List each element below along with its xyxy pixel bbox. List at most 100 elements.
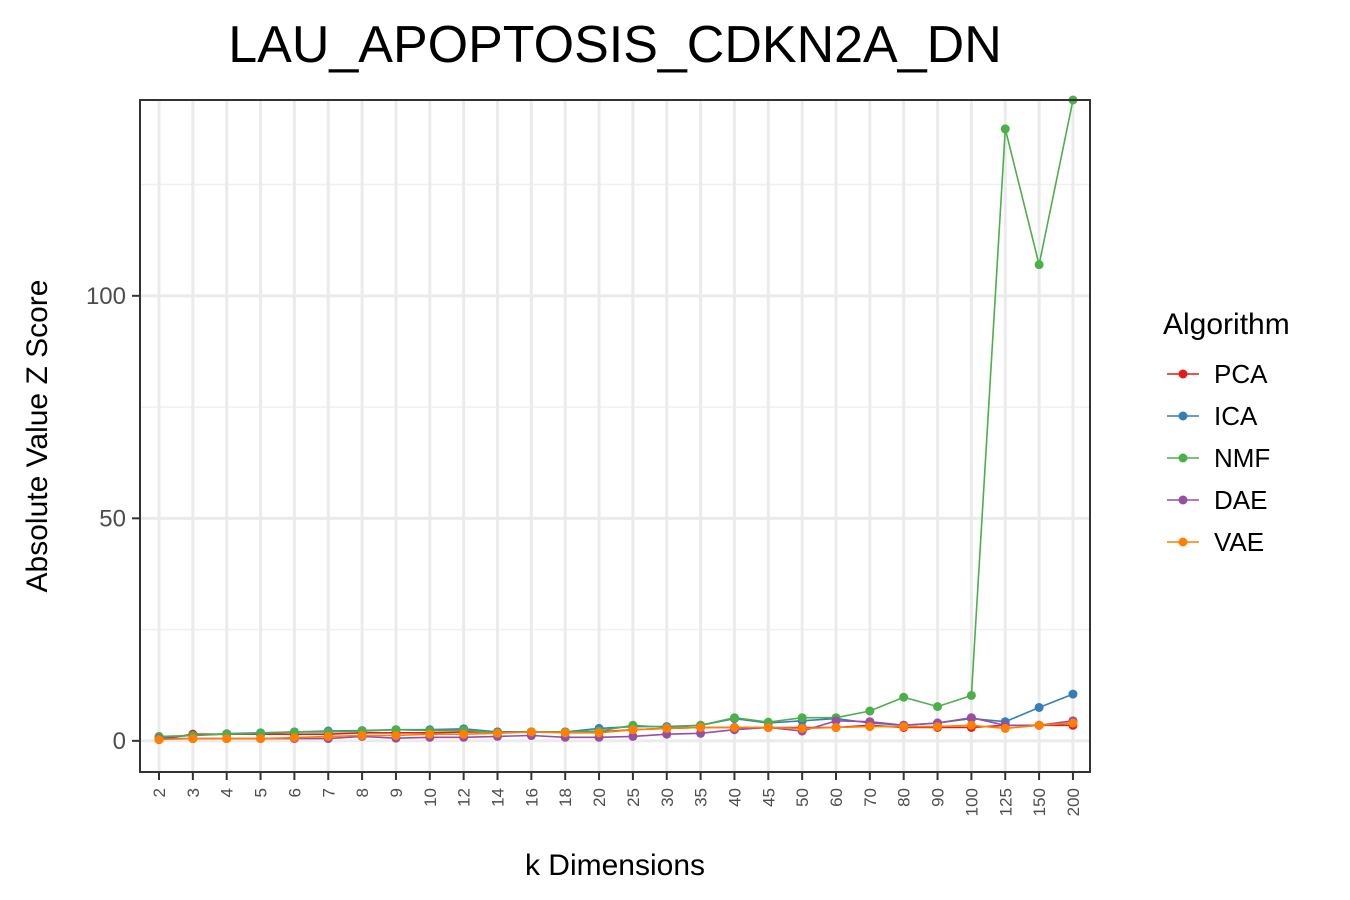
data-point — [1034, 260, 1044, 270]
data-point — [899, 722, 909, 732]
data-point — [831, 716, 841, 726]
data-point — [391, 731, 401, 741]
data-point — [256, 734, 266, 744]
x-tick-label: 125 — [996, 788, 1015, 816]
data-point — [696, 722, 706, 732]
legend-title: Algorithm — [1163, 308, 1290, 341]
data-point — [1034, 702, 1044, 712]
series-line — [158, 99, 1074, 738]
y-tick-label: 50 — [99, 505, 126, 532]
legend-key-point — [1178, 495, 1188, 505]
data-point — [899, 692, 909, 702]
legend-item-dae: DAE — [1167, 485, 1267, 515]
data-point — [493, 728, 502, 738]
x-tick-label: 5 — [252, 788, 271, 797]
x-tick-label: 45 — [759, 788, 778, 807]
data-point — [188, 734, 198, 744]
x-tick-label: 3 — [184, 788, 203, 797]
data-point — [729, 713, 739, 723]
x-tick-label: 6 — [285, 788, 304, 797]
data-point — [865, 722, 875, 732]
x-tick-label: 9 — [387, 788, 406, 797]
x-tick-label: 150 — [1030, 788, 1049, 816]
data-point — [662, 723, 672, 733]
data-point — [560, 728, 570, 738]
legend-label: PCA — [1214, 359, 1268, 389]
grid-major — [140, 100, 1090, 772]
legend-item-pca: PCA — [1167, 359, 1268, 389]
data-point — [831, 722, 841, 732]
data-point — [289, 733, 299, 743]
x-axis-title: k Dimensions — [525, 849, 705, 882]
x-tick-label: 10 — [421, 788, 440, 807]
data-point — [1068, 718, 1078, 728]
x-tick-label: 12 — [455, 788, 474, 807]
data-point — [526, 727, 536, 737]
data-point — [797, 723, 807, 733]
legend-label: DAE — [1214, 485, 1267, 515]
y-tick-label: 100 — [86, 283, 126, 310]
grid-minor — [140, 183, 1090, 631]
data-point — [763, 722, 773, 732]
legend-key-point — [1178, 453, 1188, 463]
x-tick-label: 90 — [929, 788, 948, 807]
x-tick-label: 20 — [590, 788, 609, 807]
legend-key-point — [1178, 369, 1188, 379]
x-tick-label: 18 — [556, 788, 575, 807]
x-tick-label: 2 — [150, 788, 169, 797]
data-point — [865, 706, 875, 716]
plot-background — [140, 100, 1090, 772]
data-point — [425, 729, 435, 739]
data-point — [154, 735, 164, 745]
data-point — [222, 734, 232, 744]
x-tick-label: 70 — [861, 788, 880, 807]
data-point — [966, 720, 976, 730]
legend: Algorithm PCA ICA NMF DAE VAE — [1163, 308, 1290, 557]
x-tick-label: 30 — [658, 788, 677, 807]
data-point — [459, 729, 469, 739]
y-axis-title: Absolute Value Z Score — [21, 280, 54, 593]
data-point — [323, 731, 333, 741]
x-axis: 2 3 4 5 6 7 8 9 10 12 14 16 18 20 25 30 35 40 45 50 60 70 80 90… — [150, 772, 1083, 816]
data-point — [966, 713, 976, 723]
legend-item-vae: VAE — [1167, 527, 1264, 557]
series-line — [158, 722, 1074, 741]
series-layer — [154, 95, 1078, 745]
plot-border — [139, 99, 1091, 773]
legend-label: NMF — [1214, 443, 1270, 473]
data-point — [729, 722, 739, 732]
data-point — [1000, 723, 1010, 733]
x-tick-label: 4 — [218, 788, 237, 797]
legend-key-point — [1178, 411, 1188, 421]
data-point — [933, 702, 943, 712]
x-tick-label: 100 — [962, 788, 981, 816]
x-tick-label: 35 — [692, 788, 711, 807]
data-point — [933, 722, 943, 732]
data-point — [594, 728, 604, 738]
x-tick-label: 16 — [522, 788, 541, 807]
x-tick-label: 60 — [827, 788, 846, 807]
data-point — [628, 725, 638, 735]
data-point — [628, 731, 638, 741]
chart-title: LAU_APOPTOSIS_CDKN2A_DN — [228, 16, 1002, 74]
y-axis: 0 50 100 — [86, 283, 140, 755]
data-point — [966, 690, 976, 700]
x-tick-label: 80 — [895, 788, 914, 807]
legend-item-ica: ICA — [1167, 401, 1258, 431]
x-tick-label: 8 — [353, 788, 372, 797]
data-point — [1034, 720, 1044, 730]
series-line — [159, 716, 1074, 740]
legend-item-nmf: NMF — [1167, 443, 1270, 473]
data-point — [797, 713, 807, 723]
x-tick-label: 40 — [725, 788, 744, 807]
data-point — [357, 731, 367, 741]
x-tick-label: 200 — [1064, 788, 1083, 816]
x-tick-label: 25 — [624, 788, 643, 807]
legend-key-point — [1178, 537, 1188, 547]
data-point — [1068, 689, 1078, 699]
y-tick-label: 0 — [113, 728, 126, 755]
x-tick-label: 14 — [489, 788, 508, 807]
data-point — [1000, 124, 1010, 134]
legend-label: ICA — [1214, 401, 1258, 431]
x-tick-label: 50 — [793, 788, 812, 807]
